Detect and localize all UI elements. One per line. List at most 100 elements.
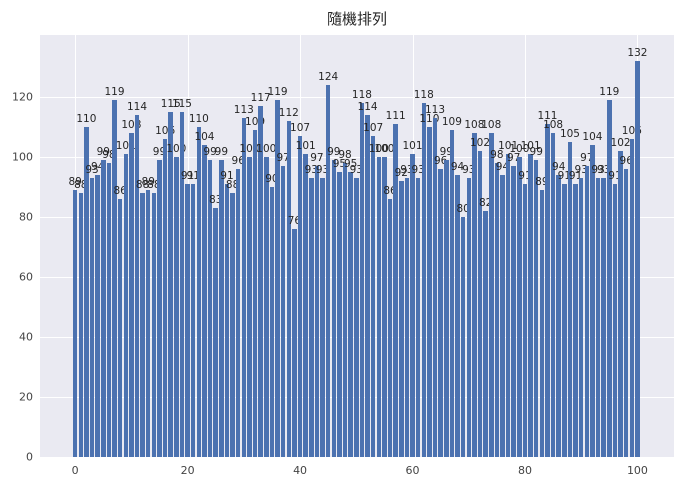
bar-value-label: 93 — [574, 164, 588, 177]
bar-value-label: 95 — [343, 158, 358, 171]
bar-value-label: 97 — [276, 152, 290, 165]
bar-value-label: 99 — [529, 146, 543, 159]
bar — [556, 175, 561, 457]
bar-value-label: 114 — [126, 101, 148, 114]
bar-value-label: 99 — [152, 146, 167, 159]
bar-value-label: 91 — [180, 170, 195, 183]
bar — [489, 133, 494, 457]
bar — [185, 184, 190, 457]
bar-value-label: 132 — [627, 47, 648, 60]
bar-value-label: 93 — [597, 164, 611, 177]
bar — [134, 115, 140, 457]
bar — [511, 166, 516, 457]
bar-value-label: 114 — [357, 101, 378, 114]
bar — [522, 184, 528, 457]
x-axis-tick-label: 0 — [71, 464, 79, 477]
bar — [303, 154, 308, 457]
bar — [84, 127, 89, 457]
bar — [505, 154, 511, 457]
bar — [410, 154, 415, 457]
bar — [196, 127, 202, 457]
bar-value-label: 100 — [166, 143, 187, 156]
bar-value-label: 119 — [267, 86, 288, 99]
bar — [174, 157, 179, 457]
bar-value-label: 106 — [155, 125, 176, 138]
bar — [247, 157, 252, 457]
bar — [280, 166, 286, 457]
bar-value-label: 109 — [441, 116, 462, 129]
bar-value-label: 117 — [250, 92, 271, 105]
bar-value-label: 105 — [559, 128, 580, 141]
bar — [151, 193, 157, 457]
bar — [202, 145, 207, 457]
bar — [578, 178, 584, 457]
bar — [213, 208, 218, 457]
bar-value-label: 93 — [315, 164, 330, 177]
x-axis-tick-label: 20 — [180, 464, 195, 477]
bar-value-label: 93 — [591, 164, 605, 177]
bar-value-label: 101 — [115, 140, 136, 153]
bar-value-label: 96 — [231, 155, 245, 168]
bar — [387, 199, 393, 457]
bar — [72, 190, 78, 457]
bar-value-label: 91 — [557, 170, 572, 183]
bar-value-label: 99 — [96, 146, 110, 159]
bar — [528, 154, 533, 457]
bar-value-label: 104 — [582, 131, 603, 144]
bar-value-label: 108 — [121, 119, 142, 132]
bar — [365, 115, 370, 457]
bar-value-label: 86 — [383, 185, 397, 198]
bar — [432, 118, 438, 457]
bar-value-label: 119 — [104, 86, 125, 99]
bar-value-label: 118 — [413, 89, 434, 102]
bar — [78, 193, 84, 457]
bar-value-label: 91 — [518, 170, 532, 183]
bar-value-label: 94 — [450, 161, 465, 174]
bar-value-label: 108 — [464, 119, 485, 132]
bar — [224, 184, 230, 457]
bar — [264, 157, 269, 457]
bar — [354, 178, 359, 457]
bar — [219, 160, 224, 457]
bar-value-label: 88 — [225, 179, 240, 192]
bar — [331, 160, 337, 457]
bar-value-label: 100 — [374, 143, 395, 156]
bar — [230, 193, 235, 457]
y-axis-tick-label: 100 — [12, 150, 33, 164]
bar-value-label: 99 — [203, 146, 217, 159]
x-axis-tick-label: 80 — [517, 464, 532, 477]
bar-value-label: 92 — [394, 167, 408, 180]
bar — [427, 127, 432, 457]
y-axis-tick-label: 20 — [19, 390, 33, 404]
bar — [157, 160, 162, 457]
bar-value-label: 94 — [552, 161, 566, 174]
bar — [500, 175, 505, 457]
bar-value-label: 91 — [186, 170, 200, 183]
bar — [292, 229, 297, 457]
bar-value-label: 110 — [76, 113, 97, 126]
bar — [235, 169, 241, 457]
bar-value-label: 111 — [537, 110, 558, 123]
bar — [190, 184, 196, 457]
bar-value-label: 93 — [349, 164, 363, 177]
bar — [252, 130, 258, 457]
bar-value-label: 95 — [332, 158, 347, 171]
bar — [325, 85, 331, 457]
bar — [415, 178, 421, 457]
bar — [370, 136, 376, 457]
bar-value-label: 88 — [147, 179, 161, 192]
bar-value-label: 100 — [256, 143, 277, 156]
bar — [590, 145, 595, 457]
bar-value-label: 107 — [290, 122, 311, 135]
bar — [286, 121, 292, 457]
bar — [337, 172, 342, 457]
bar — [455, 175, 460, 457]
bar-value-label: 104 — [194, 131, 215, 144]
bar-value-label: 119 — [599, 86, 620, 99]
bar-value-label: 94 — [495, 161, 510, 174]
chart-title: 隨機排列 — [326, 10, 387, 28]
bar — [449, 130, 455, 457]
bar-value-label: 89 — [68, 176, 82, 189]
bar — [320, 178, 325, 457]
